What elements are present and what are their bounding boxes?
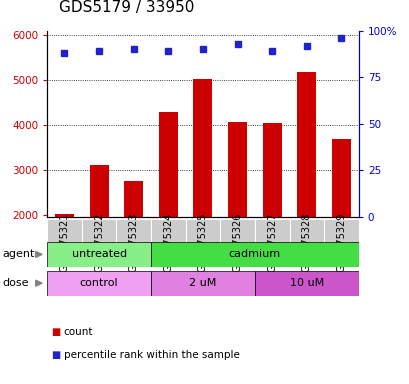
Bar: [297, 71, 316, 217]
Bar: [193, 79, 212, 217]
Text: GDS5179 / 33950: GDS5179 / 33950: [59, 0, 194, 15]
Bar: [116, 219, 151, 265]
Text: GSM775325: GSM775325: [198, 212, 207, 271]
Bar: [124, 181, 143, 217]
Text: dose: dose: [2, 278, 29, 288]
Bar: [227, 122, 247, 217]
Bar: [81, 219, 116, 265]
Bar: [262, 123, 281, 217]
Text: cadmium: cadmium: [228, 249, 280, 260]
Bar: [220, 219, 254, 265]
Bar: [47, 242, 151, 267]
Bar: [289, 219, 324, 265]
Bar: [55, 214, 74, 217]
Text: GSM775326: GSM775326: [232, 212, 242, 271]
Bar: [185, 219, 220, 265]
Text: GSM775322: GSM775322: [94, 212, 104, 271]
Bar: [47, 271, 151, 296]
Bar: [151, 271, 254, 296]
Text: GSM775323: GSM775323: [128, 212, 138, 271]
Bar: [331, 139, 350, 217]
Text: GSM775324: GSM775324: [163, 212, 173, 271]
Text: ■: ■: [51, 327, 61, 337]
Bar: [89, 166, 108, 217]
Bar: [254, 219, 289, 265]
Text: 10 uM: 10 uM: [289, 278, 323, 288]
Bar: [324, 219, 358, 265]
Text: GSM775329: GSM775329: [336, 212, 346, 271]
Text: GSM775321: GSM775321: [59, 212, 69, 271]
Text: percentile rank within the sample: percentile rank within the sample: [63, 350, 239, 360]
Text: untreated: untreated: [71, 249, 126, 260]
Text: agent: agent: [2, 249, 34, 260]
Bar: [158, 113, 178, 217]
Bar: [151, 242, 358, 267]
Bar: [254, 271, 358, 296]
Text: GSM775327: GSM775327: [267, 212, 276, 271]
Bar: [151, 219, 185, 265]
Bar: [47, 219, 81, 265]
Text: control: control: [80, 278, 118, 288]
Text: 2 uM: 2 uM: [189, 278, 216, 288]
Text: ■: ■: [51, 350, 61, 360]
Text: GSM775328: GSM775328: [301, 212, 311, 271]
Text: count: count: [63, 327, 93, 337]
